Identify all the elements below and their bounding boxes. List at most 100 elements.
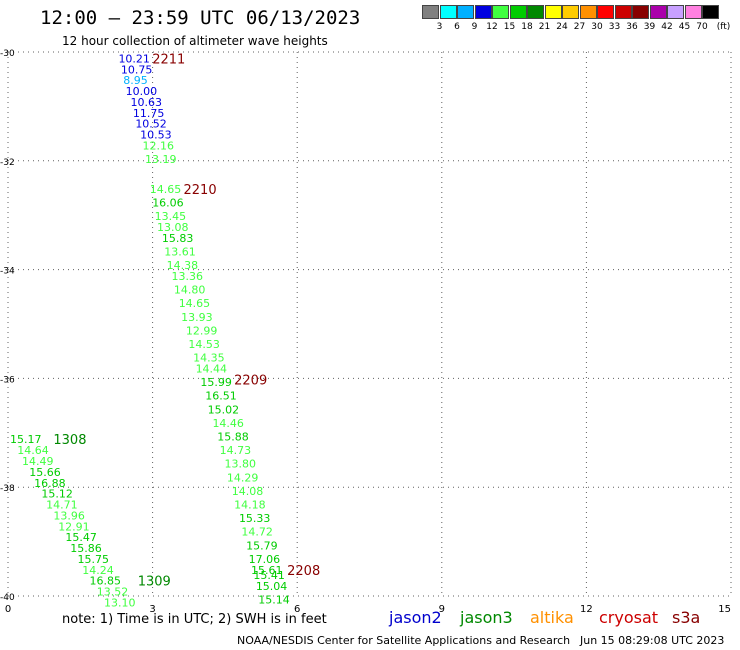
chart-subtitle: 12 hour collection of altimeter wave hei… bbox=[62, 34, 328, 48]
color-bin-swatch bbox=[614, 5, 632, 19]
wave-height-label: 14.73 bbox=[220, 444, 252, 457]
wave-height-label: 13.08 bbox=[157, 221, 189, 234]
color-bin-swatch bbox=[457, 5, 474, 19]
wave-height-label: 15.12 bbox=[41, 488, 73, 501]
color-bin-label: 9 bbox=[471, 22, 478, 32]
wave-height-label: 12.91 bbox=[58, 520, 89, 533]
y-tick-label: -38 bbox=[0, 484, 15, 494]
color-bin-label: 70 bbox=[696, 22, 708, 32]
color-bin-swatch bbox=[509, 5, 527, 19]
wave-height-label: 13.93 bbox=[181, 311, 213, 324]
wave-height-label: 12.99 bbox=[186, 324, 218, 337]
wave-height-label: 13.36 bbox=[171, 270, 203, 283]
color-bin-swatch bbox=[579, 5, 597, 19]
chart-title: 12:00 – 23:59 UTC 06/13/2023 bbox=[40, 7, 361, 29]
color-bin-label: 30 bbox=[591, 22, 603, 32]
color-bin-swatch bbox=[527, 5, 544, 19]
wave-height-label: 10.63 bbox=[131, 96, 163, 109]
wave-height-label: 15.75 bbox=[77, 553, 109, 566]
wave-height-label: 14.65 bbox=[150, 183, 182, 196]
x-tick-label: 0 bbox=[5, 604, 11, 615]
wave-height-label: 17.06 bbox=[249, 553, 281, 566]
wave-height-label: 15.99 bbox=[200, 376, 232, 389]
wave-height-label: 10.00 bbox=[126, 85, 157, 98]
wave-height-label: 10.75 bbox=[121, 63, 153, 76]
footer-note: note: 1) Time is in UTC; 2) SWH is in fe… bbox=[62, 612, 327, 627]
wave-height-label: 13.52 bbox=[97, 586, 129, 599]
color-bin-swatch bbox=[649, 5, 667, 19]
wave-height-label: 15.17 bbox=[10, 433, 42, 446]
satellite-legend-item: s3a bbox=[672, 608, 701, 627]
wave-height-label: 12.16 bbox=[143, 139, 175, 152]
x-tick-label: 15 bbox=[718, 604, 731, 615]
color-bin-swatch bbox=[422, 5, 439, 19]
color-bin-swatch bbox=[562, 5, 579, 19]
y-tick-label: -34 bbox=[0, 267, 15, 277]
wave-height-label: 14.18 bbox=[234, 499, 266, 512]
wave-height-label: 13.19 bbox=[145, 153, 177, 166]
color-bin-swatch bbox=[702, 5, 719, 19]
wave-height-label: 15.47 bbox=[65, 531, 97, 544]
color-bin-label: 36 bbox=[626, 22, 638, 32]
color-bin-label: 45 bbox=[678, 22, 691, 32]
x-tick-label: 3 bbox=[149, 604, 155, 615]
wave-height-label: 15.83 bbox=[162, 232, 194, 245]
color-bin-label: 6 bbox=[454, 22, 460, 32]
generated-timestamp: Jun 15 08:29:08 UTC 2023 bbox=[580, 634, 725, 647]
wave-height-label: 15.33 bbox=[239, 512, 271, 525]
color-bin-swatch bbox=[544, 5, 562, 19]
wave-height-label: 15.14 bbox=[258, 594, 290, 607]
wave-height-label: 16.51 bbox=[205, 390, 237, 403]
satellite-legend-item: cryosat bbox=[599, 608, 659, 627]
wave-height-label: 10.21 bbox=[118, 52, 150, 65]
wave-height-label: 14.29 bbox=[227, 471, 259, 484]
wave-height-label: 14.38 bbox=[167, 259, 199, 272]
satellite-legend-item: altika bbox=[530, 608, 574, 627]
wave-height-label: 13.96 bbox=[53, 509, 85, 522]
color-bin-label: 27 bbox=[573, 22, 586, 32]
y-tick-label: -36 bbox=[0, 375, 15, 385]
color-bin-swatch bbox=[667, 5, 684, 19]
wave-height-label: 14.44 bbox=[196, 363, 228, 376]
wave-height-label: 14.71 bbox=[46, 499, 78, 512]
color-bin-swatch bbox=[684, 5, 702, 19]
color-bin-swatch bbox=[632, 5, 649, 19]
wave-height-label: 13.45 bbox=[155, 210, 187, 223]
wave-height-label: 15.41 bbox=[253, 569, 285, 582]
color-bin-label: 42 bbox=[661, 22, 673, 32]
track-pass-label: 1308 bbox=[53, 433, 86, 448]
satellite-legend-item: jason2 bbox=[389, 608, 442, 627]
satellite-legend-item: jason3 bbox=[460, 608, 513, 627]
color-bin-swatch bbox=[474, 5, 492, 19]
wave-height-label: 14.46 bbox=[212, 417, 244, 430]
wave-height-label: 15.02 bbox=[208, 403, 240, 416]
x-tick-label: 9 bbox=[439, 604, 445, 615]
wave-height-label: 15.79 bbox=[246, 539, 278, 552]
color-unit-label: (ft) bbox=[716, 22, 731, 32]
y-tick-label: -30 bbox=[0, 49, 15, 59]
color-bin-label: 18 bbox=[521, 22, 533, 32]
wave-height-label: 16.88 bbox=[34, 477, 66, 490]
wave-height-label: 16.85 bbox=[90, 575, 122, 588]
color-bin-label: 3 bbox=[436, 22, 443, 32]
color-bin-label: 15 bbox=[503, 22, 516, 32]
track-pass-label: 1309 bbox=[138, 575, 171, 590]
wave-height-label: 14.65 bbox=[179, 297, 211, 310]
wave-height-label: 15.88 bbox=[217, 431, 249, 444]
track-pass-label: 2211 bbox=[152, 52, 185, 67]
wave-height-label: 10.53 bbox=[140, 129, 172, 142]
color-bin-swatch bbox=[492, 5, 509, 19]
wave-height-label: 15.61 bbox=[251, 564, 283, 577]
color-bin-label: 24 bbox=[556, 22, 568, 32]
credit-text: NOAA/NESDIS Center for Satellite Applica… bbox=[237, 634, 571, 647]
wave-height-label: 15.86 bbox=[70, 542, 102, 555]
track-pass-label: 2208 bbox=[287, 564, 320, 579]
wave-height-label: 14.72 bbox=[241, 526, 272, 539]
wave-height-label: 13.61 bbox=[164, 246, 196, 259]
wave-height-label: 15.66 bbox=[29, 466, 60, 479]
wave-height-label: 13.10 bbox=[104, 596, 135, 609]
wave-height-label: 14.35 bbox=[193, 352, 225, 365]
y-tick-label: -32 bbox=[0, 158, 15, 168]
wave-height-label: 10.52 bbox=[135, 118, 167, 131]
wave-height-label: 14.08 bbox=[232, 485, 264, 498]
